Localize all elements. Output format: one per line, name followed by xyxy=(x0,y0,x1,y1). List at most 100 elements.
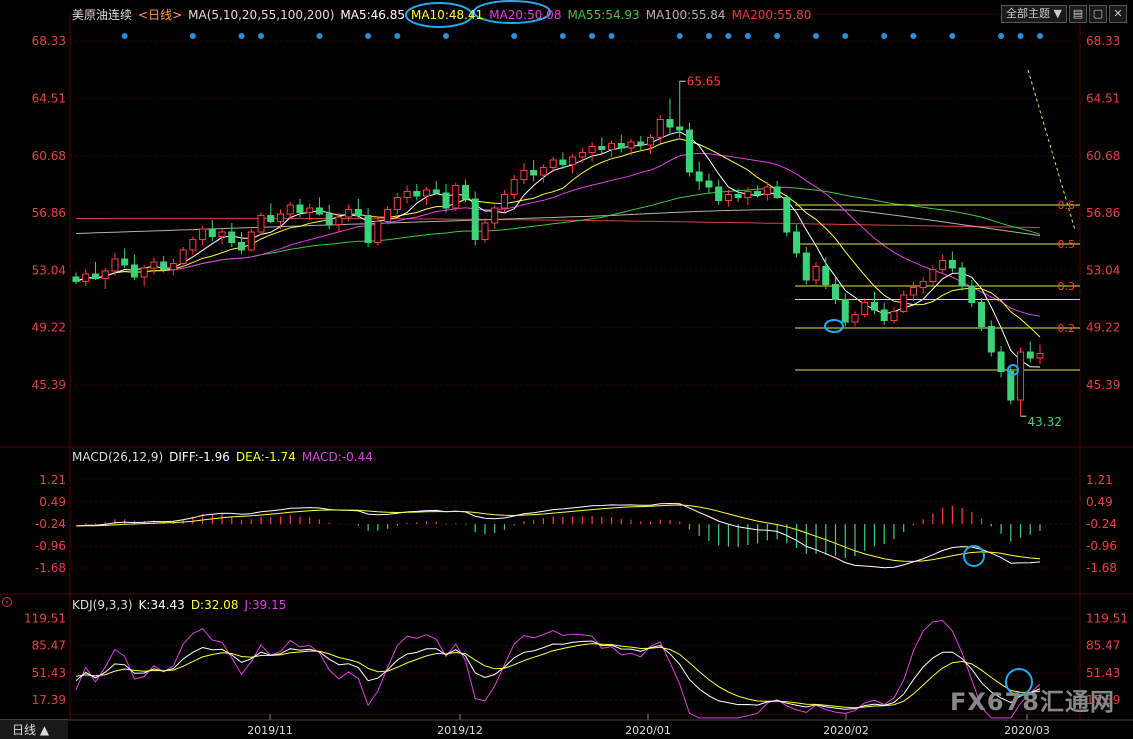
candle-body xyxy=(228,231,236,243)
x-tick-label: 2019/12 xyxy=(437,724,483,737)
event-dot xyxy=(998,33,1005,39)
candle-body xyxy=(793,231,801,254)
restore-icon[interactable]: ▢ xyxy=(1089,5,1107,23)
event-dot xyxy=(316,33,323,39)
highlight-circle xyxy=(1005,668,1033,696)
candle-body xyxy=(530,170,538,176)
candle-body xyxy=(754,191,762,195)
candle-body xyxy=(569,156,577,165)
candle-body xyxy=(403,191,411,198)
kdj-d-line xyxy=(75,643,1041,709)
chevron-down-icon: ▼ xyxy=(1053,7,1062,20)
candle-body xyxy=(880,309,888,321)
macd-tick-right: -1.68 xyxy=(1086,561,1117,575)
candle-body xyxy=(695,171,703,182)
macd-params[interactable]: MACD(26,12,9) xyxy=(72,450,164,464)
candle-body xyxy=(1007,371,1015,401)
macd-tick-left: 0.49 xyxy=(39,495,66,509)
event-dot xyxy=(705,33,712,39)
candle-body xyxy=(276,213,285,222)
event-dot xyxy=(189,33,196,39)
macd-tick-left: -0.24 xyxy=(35,517,66,531)
event-dot xyxy=(725,33,732,39)
candle-body xyxy=(987,326,995,353)
event-dot xyxy=(744,33,751,39)
y-tick-right: 68.33 xyxy=(1086,34,1120,48)
candle-body xyxy=(140,267,148,278)
candle-body xyxy=(169,263,177,270)
event-dot xyxy=(608,33,615,39)
theme-dropdown[interactable]: 全部主题 ▼ xyxy=(1001,5,1067,23)
highlight-circle xyxy=(405,2,473,28)
ma100-line xyxy=(75,209,1041,237)
candle-body xyxy=(218,231,226,237)
candle-body xyxy=(461,185,470,200)
ma10-value: MA10:48.41 xyxy=(410,8,484,22)
x-tick-label: 2020/01 xyxy=(625,724,671,737)
candle-body xyxy=(296,204,304,213)
kdj-tick-left: 119.51 xyxy=(24,611,66,625)
highlight-circle xyxy=(473,0,551,24)
candle-body xyxy=(393,197,401,210)
candle-body xyxy=(637,141,645,146)
candle-body xyxy=(345,209,353,218)
candle-body xyxy=(413,191,421,197)
candle-body xyxy=(919,281,927,288)
y-tick-right: 60.68 xyxy=(1086,149,1120,163)
candle-body xyxy=(890,311,898,321)
event-dot xyxy=(121,33,128,39)
event-dot xyxy=(1017,33,1024,39)
candle-body xyxy=(802,252,810,281)
instrument-name[interactable]: 美原油连续 xyxy=(72,8,133,22)
candle-body xyxy=(812,266,820,281)
ma10-line xyxy=(75,138,1041,338)
kdj-params[interactable]: KDJ(9,3,3) xyxy=(72,598,133,612)
indicator-settings-icon[interactable] xyxy=(2,597,12,607)
chart-settings-icon[interactable]: ▤ xyxy=(1069,5,1087,23)
event-dot xyxy=(881,33,888,39)
candle-body xyxy=(423,189,431,197)
period-label[interactable]: <日线> xyxy=(138,8,183,22)
event-dot xyxy=(842,33,849,39)
candle-body xyxy=(384,209,392,222)
ma-params[interactable]: MA(5,10,20,55,100,200) xyxy=(188,8,335,22)
candle-body xyxy=(627,141,635,149)
y-tick-right: 56.86 xyxy=(1086,206,1120,220)
candle-body xyxy=(831,284,840,300)
candle-body xyxy=(267,215,275,222)
candle-body xyxy=(549,159,557,168)
close-icon[interactable]: ✕ xyxy=(1109,5,1127,23)
candle-body xyxy=(841,299,849,323)
ma20-line xyxy=(75,152,1041,317)
ma5-value: MA5:46.85 xyxy=(340,8,405,22)
macd-header: MACD(26,12,9) DIFF:-1.96 DEA:-1.74 MACD:-0.… xyxy=(72,450,379,464)
candle-body xyxy=(130,264,138,278)
event-dot xyxy=(589,33,596,39)
y-tick-right: 45.39 xyxy=(1086,378,1120,392)
kdj-k-line xyxy=(75,640,1041,710)
x-tick-label: 2019/11 xyxy=(247,724,293,737)
event-dot xyxy=(365,33,372,39)
kdj-tick-left: 85.47 xyxy=(32,639,66,653)
event-dot xyxy=(774,33,781,39)
kdj-tick-right: 17.39 xyxy=(1086,693,1120,707)
macd-tick-right: 1.21 xyxy=(1086,473,1113,487)
candle-body xyxy=(978,302,986,327)
event-dot xyxy=(910,33,917,39)
candle-body xyxy=(948,260,956,269)
highlight-circle xyxy=(963,545,985,567)
trend-line xyxy=(1027,69,1076,231)
candle-body xyxy=(257,215,265,233)
candle-body xyxy=(1026,351,1034,359)
event-dot xyxy=(511,33,518,39)
candle-body xyxy=(705,180,713,188)
period-tab[interactable]: 日线 ▲ xyxy=(0,719,68,739)
watermark-logo: FX678汇通网 xyxy=(950,688,1115,716)
candle-body xyxy=(1017,351,1025,401)
ma55-value: MA55:54.93 xyxy=(567,8,640,22)
candle-body xyxy=(306,207,314,213)
kdj-header: KDJ(9,3,3) K:34.43 D:32.08 J:39.15 xyxy=(72,598,292,612)
kdj-tick-left: 51.43 xyxy=(32,666,66,680)
candle-body xyxy=(150,261,158,269)
